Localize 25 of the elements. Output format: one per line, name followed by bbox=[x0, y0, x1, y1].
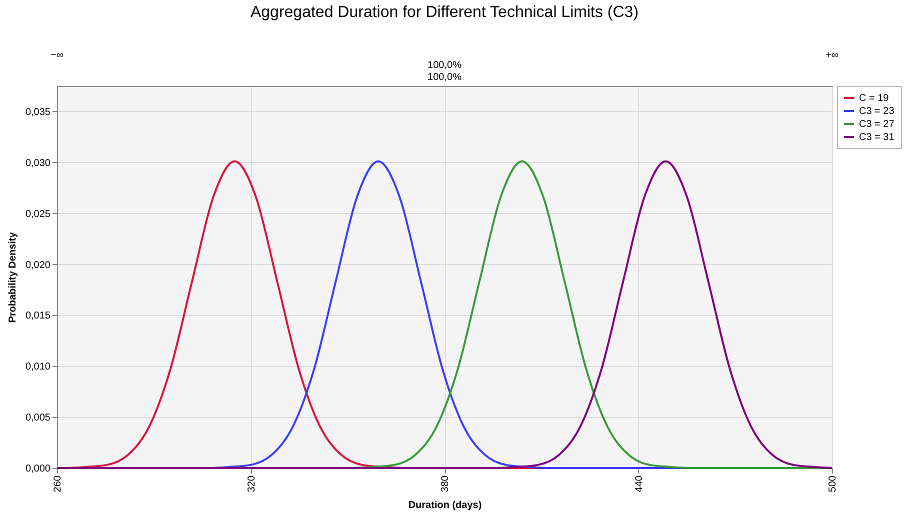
text: 100,0% bbox=[428, 60, 462, 71]
x-axis-title: Duration (days) bbox=[408, 500, 482, 512]
y-tick-label: 0,035 bbox=[25, 106, 51, 118]
x-tick-label: 320 bbox=[246, 475, 258, 492]
text: −∞ bbox=[50, 50, 64, 61]
x-tick-label: 440 bbox=[634, 475, 645, 492]
x-tick-label: 380 bbox=[440, 475, 451, 492]
legend-label: C3 = 31 bbox=[859, 132, 895, 143]
y-tick-label: 0,020 bbox=[25, 260, 51, 271]
y-tick-label: 0,000 bbox=[25, 464, 51, 474]
y-tick-label: 0,010 bbox=[25, 362, 51, 373]
text: +∞ bbox=[826, 50, 838, 61]
y-tick-label: 0,025 bbox=[25, 208, 51, 220]
chart-title: Aggregated Duration for Different Technical Limits (C3) bbox=[250, 4, 639, 21]
y-tick-label: 0,005 bbox=[25, 412, 51, 424]
y-tick-label: 0,030 bbox=[25, 158, 51, 169]
y-tick-label: 0,015 bbox=[25, 310, 51, 322]
legend-label: C3 = 23 bbox=[859, 106, 895, 117]
x-tick-label: 500 bbox=[828, 475, 838, 492]
y-axis-title: Probability Density bbox=[7, 232, 18, 323]
text: 100,0% bbox=[428, 72, 462, 83]
x-tick-label: 260 bbox=[52, 475, 64, 492]
legend-label: C3 = 27 bbox=[859, 119, 895, 130]
line-series bbox=[56, 160, 833, 469]
legend-label: C = 19 bbox=[859, 93, 890, 104]
